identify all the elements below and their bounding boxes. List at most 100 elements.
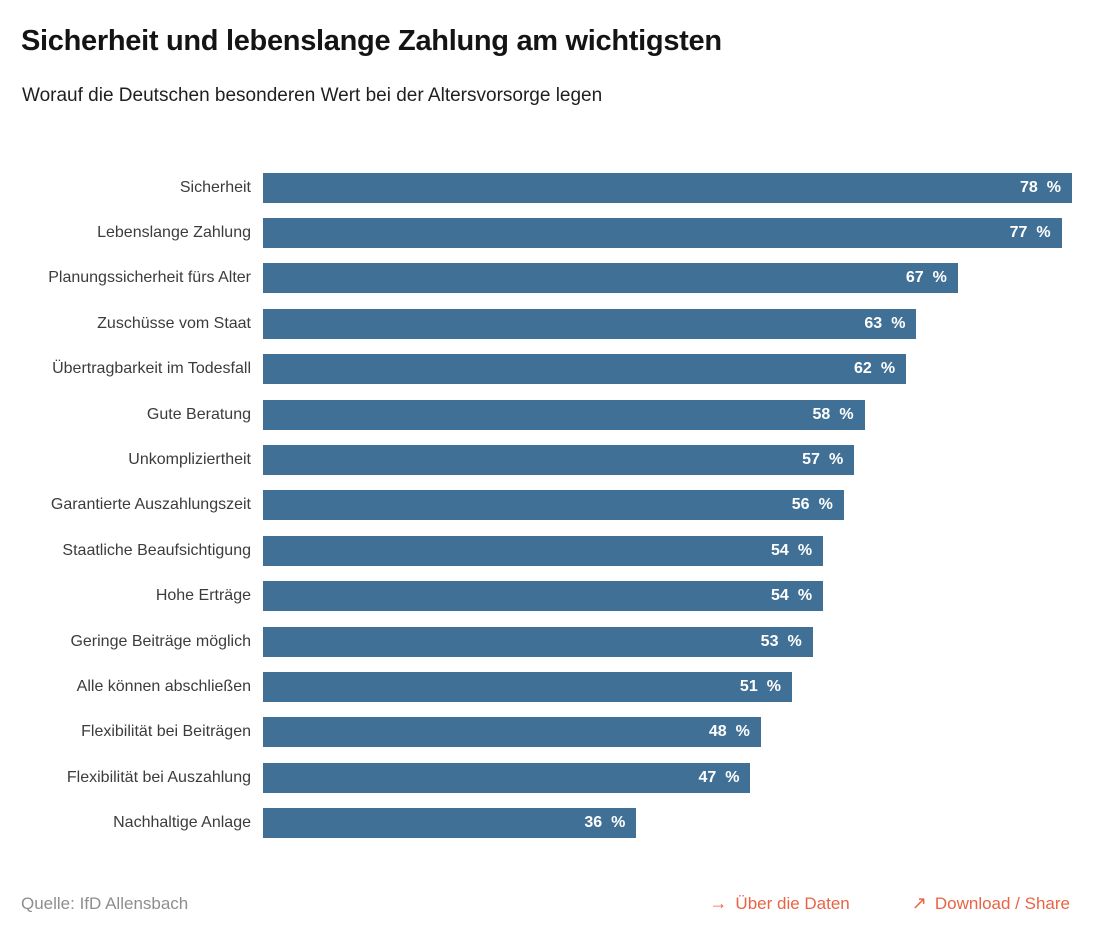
bar-value: 36% — [584, 814, 636, 832]
bar: 53% — [263, 626, 813, 657]
bar-row: Sicherheit 78% — [0, 165, 1102, 210]
page-subtitle: Worauf die Deutschen besonderen Wert bei… — [22, 85, 603, 106]
bar-value-number: 54 — [771, 541, 789, 559]
bar-value: 48% — [709, 723, 761, 741]
bar-value-number: 47 — [698, 768, 717, 786]
bar-row: Staatliche Beaufsichtigung 54% — [0, 528, 1102, 573]
bar-label: Gute Beratung — [146, 405, 251, 423]
bar: 51% — [263, 671, 792, 702]
about-data-link[interactable]: → Über die Daten — [709, 893, 849, 914]
bar-row: Lebenslange Zahlung 77% — [0, 210, 1102, 255]
bar-value-number: 77 — [1009, 224, 1028, 242]
bar-value-number: 78 — [1019, 178, 1038, 196]
bar-value: 67% — [906, 269, 958, 287]
bar-track: 67% — [251, 263, 1102, 294]
bar-value-suffix: % — [891, 314, 906, 332]
bar-row: Planungssicherheit fürs Alter 67% — [0, 256, 1102, 301]
bar-row: Unkompliziertheit 57% — [0, 437, 1102, 482]
bar: 54% — [263, 581, 824, 612]
bar-value-number: 58 — [812, 405, 831, 423]
bar-value: 63% — [864, 315, 916, 333]
bar-label: Nachhaltige Anlage — [113, 814, 251, 832]
bar-label: Unkompliziertheit — [128, 451, 251, 469]
bar-value-number: 63 — [864, 314, 883, 332]
bar-value-suffix: % — [1036, 224, 1051, 242]
bar-value-number: 57 — [802, 451, 820, 469]
bar-value: 54% — [771, 587, 823, 605]
bar-value-number: 54 — [771, 587, 789, 605]
source-note: Quelle: IfD Allensbach — [21, 893, 189, 913]
bar-label: Flexibilität bei Auszahlung — [66, 768, 251, 786]
bar-label: Geringe Beiträge möglich — [70, 632, 251, 650]
bar-row: Flexibilität bei Beiträgen 48% — [0, 710, 1102, 755]
bar-row: Garantierte Auszahlungszeit 56% — [0, 483, 1102, 528]
bar-value-number: 51 — [739, 677, 758, 695]
bar-value: 62% — [854, 360, 906, 378]
bar-track: 58% — [251, 399, 1102, 430]
about-data-link-label: Über die Daten — [735, 893, 850, 913]
bar-value-suffix: % — [725, 768, 740, 786]
arrow-up-right-icon: ↗ — [911, 893, 927, 913]
bar-value-suffix: % — [880, 360, 896, 378]
bar-track: 62% — [251, 354, 1102, 385]
bar-track: 63% — [251, 308, 1102, 339]
bar-value-suffix: % — [932, 269, 947, 287]
bar: 48% — [263, 717, 761, 748]
bar: 58% — [263, 399, 865, 430]
bar-track: 53% — [251, 626, 1102, 657]
bar-value: 77% — [1010, 224, 1062, 242]
bar-label: Garantierte Auszahlungszeit — [50, 496, 251, 514]
bar-label: Übertragbarkeit im Todesfall — [52, 360, 251, 378]
bar-track: 54% — [251, 581, 1102, 612]
bar-row: Flexibilität bei Auszahlung 47% — [0, 755, 1102, 800]
bar-chart: Sicherheit 78% Lebenslange Zahlung 77% Planu… — [0, 165, 1102, 846]
bar: 63% — [263, 308, 917, 339]
bar-value-number: 67 — [905, 269, 924, 287]
bar-label: Flexibilität bei Beiträgen — [81, 723, 251, 741]
bar-value-number: 48 — [708, 723, 727, 741]
arrow-right-icon: → — [709, 893, 728, 913]
bar-value-suffix: % — [766, 677, 781, 695]
bar: 67% — [263, 263, 958, 294]
bar: 77% — [263, 218, 1062, 249]
bar-row: Übertragbarkeit im Todesfall 62% — [0, 347, 1102, 392]
download-share-link[interactable]: ↗ Download / Share — [912, 893, 1070, 914]
bar: 47% — [263, 762, 751, 793]
bar-track: 36% — [251, 808, 1102, 839]
bar-label: Alle können abschließen — [76, 677, 251, 695]
bar-label: Staatliche Beaufsichtigung — [62, 541, 251, 559]
bar: 78% — [263, 172, 1072, 203]
bar: 56% — [263, 490, 844, 521]
bar-value: 58% — [813, 406, 865, 424]
bar-value-suffix: % — [828, 451, 844, 469]
bar-value: 57% — [802, 451, 854, 469]
bar-value: 51% — [740, 678, 792, 696]
bar-row: Alle können abschließen 51% — [0, 664, 1102, 709]
bar-row: Hohe Erträge 54% — [0, 574, 1102, 619]
bar-track: 78% — [251, 172, 1102, 203]
bar-value-suffix: % — [797, 587, 813, 605]
bar-value: 78% — [1020, 179, 1072, 197]
bar-label: Sicherheit — [179, 178, 251, 196]
chart-footer: Quelle: IfD Allensbach → Über die Daten … — [21, 893, 1070, 914]
bar-value-number: 36 — [584, 814, 603, 832]
bar-track: 48% — [251, 717, 1102, 748]
bar-value: 56% — [792, 496, 844, 514]
bar-label: Hohe Erträge — [155, 587, 251, 605]
bar-track: 51% — [251, 671, 1102, 702]
bar: 57% — [263, 445, 855, 476]
footer-links: → Über die Daten ↗ Download / Share — [709, 893, 1070, 914]
bar-label: Planungssicherheit fürs Alter — [48, 269, 251, 287]
page-title: Sicherheit und lebenslange Zahlung am wi… — [21, 25, 722, 57]
bar-track: 47% — [251, 762, 1102, 793]
bar-value-suffix: % — [787, 632, 802, 650]
bar-value: 53% — [761, 633, 813, 651]
bar-value-number: 53 — [760, 632, 779, 650]
bar-value-suffix: % — [797, 541, 813, 559]
bar-value-suffix: % — [611, 814, 626, 832]
bar-value-suffix: % — [1046, 178, 1061, 196]
bar-value-number: 56 — [791, 496, 810, 514]
bar: 62% — [263, 354, 907, 385]
bar-value-suffix: % — [735, 723, 750, 741]
